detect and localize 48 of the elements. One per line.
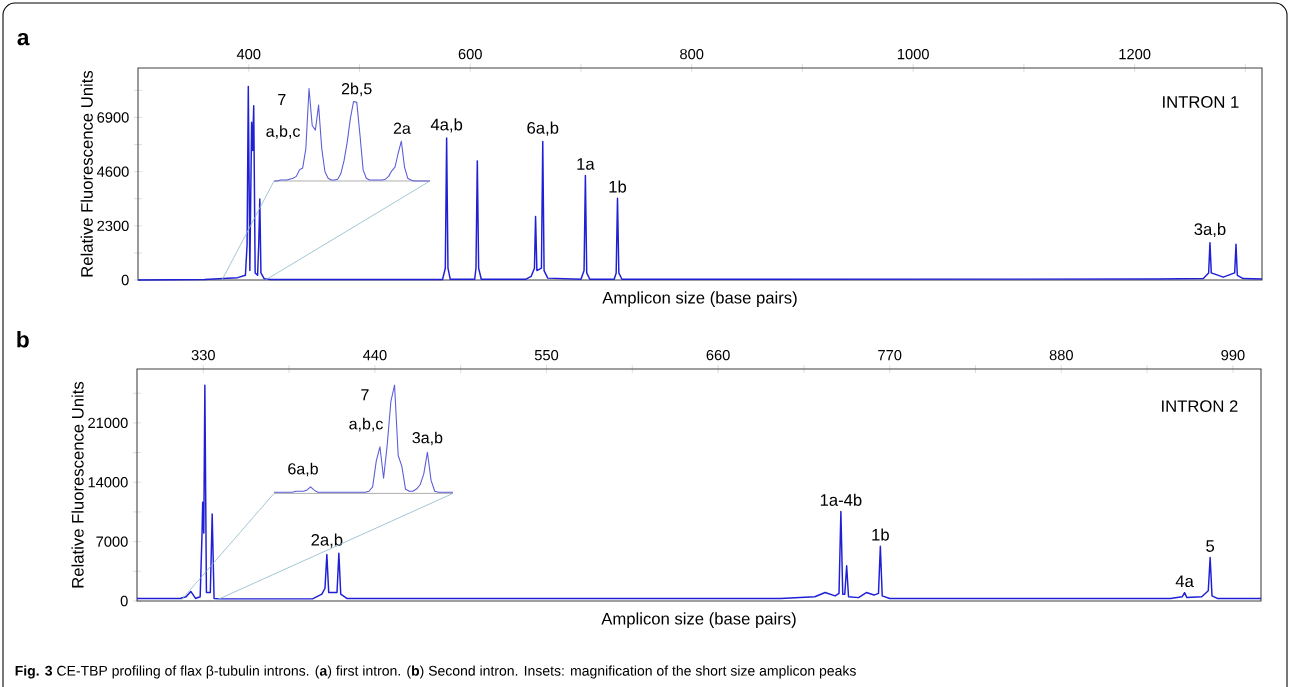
y-tick-label: 14000 [88, 477, 128, 488]
y-tick-label: 21000 [88, 417, 128, 429]
x-tick-label: 990 [1221, 349, 1245, 361]
annotation: 3a,b [412, 431, 443, 446]
chart-title: b [17, 330, 29, 348]
annotation: a,b,c [266, 125, 300, 139]
annotation: 2b,5 [341, 82, 372, 97]
annotation: 7 [361, 389, 369, 401]
y-tick-label: 4600 [97, 166, 129, 177]
annotation: 6a,b [288, 462, 318, 477]
annotation: 1a-4b [820, 493, 862, 506]
y-tick-label: 7000 [96, 536, 128, 547]
y-tick-label: 2300 [97, 220, 129, 232]
text: INTRON 1 [1163, 96, 1239, 108]
x-tick-label: 1200 [1119, 48, 1151, 60]
annotation: 6a,b [527, 121, 559, 136]
x-tick-label: 550 [534, 349, 559, 361]
annotation: 7 [278, 94, 286, 106]
x-tick-label: 1000 [897, 48, 929, 60]
annotation: a,b,c [349, 417, 383, 432]
x-tick-label: 800 [680, 48, 704, 60]
x-axis-title: Amplicon size (base pairs) [601, 612, 796, 628]
x-tick-label: 440 [363, 349, 387, 361]
annotation: 4a,b [430, 118, 463, 133]
x-tick-label: 330 [191, 349, 215, 361]
annotation: 1b [609, 180, 627, 193]
chart-title: a [17, 32, 30, 46]
text: INTRON 2 [1162, 400, 1238, 413]
y-tick-label: 6900 [97, 112, 129, 123]
annotation: 2a,b [311, 533, 343, 548]
x-tick-label: 600 [458, 48, 482, 60]
y-axis-title: Relative Fluorescence Units [71, 381, 84, 588]
x-tick-label: 400 [236, 48, 261, 60]
x-tick-label: 880 [1049, 349, 1073, 361]
line-series [136, 384, 1262, 600]
annotation: 1a [577, 158, 595, 170]
annotation: 4a [1175, 575, 1194, 588]
x-tick-label: 770 [878, 349, 902, 361]
annotation: 1b [872, 528, 889, 541]
y-tick-label: 0 [120, 595, 128, 607]
annotation: 2a [393, 122, 411, 134]
text: Fig. 3 CE-TBP profiling of flax β-tubulin introns. (a) first intron. (b) Second intron. Insets: magnification of the short size amplicon peaks [15, 665, 856, 679]
y-axis-title: Relative Fluorescence Units [80, 70, 93, 277]
annotation: 5 [1206, 540, 1215, 552]
y-tick-label: 0 [121, 274, 129, 286]
annotation: 3a,b [1194, 222, 1226, 238]
x-tick-label: 660 [706, 349, 730, 361]
x-axis-title: Amplicon size (base pairs) [602, 291, 797, 307]
